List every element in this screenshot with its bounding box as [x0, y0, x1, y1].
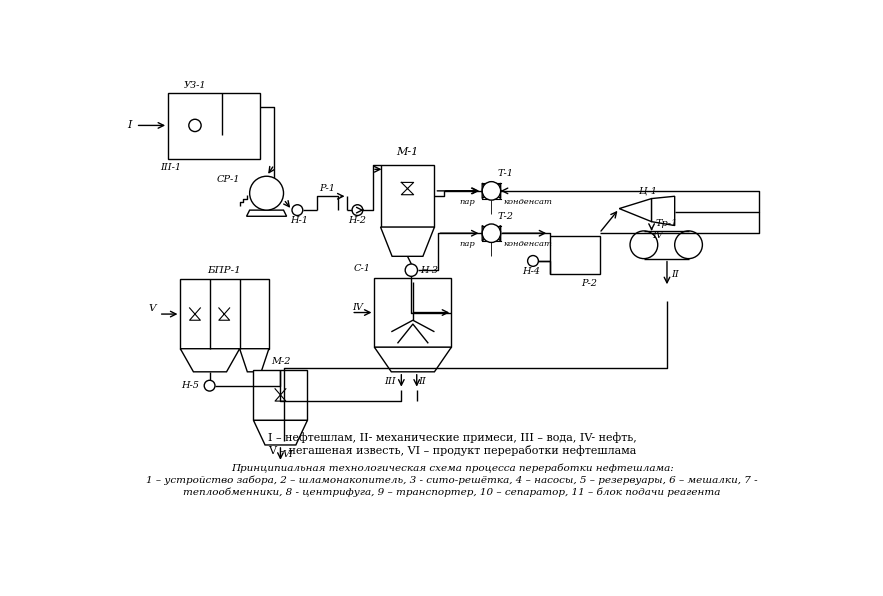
Text: III: III: [384, 377, 396, 386]
Text: конденсат: конденсат: [504, 240, 553, 248]
Text: Тр-1: Тр-1: [656, 219, 678, 228]
Polygon shape: [482, 225, 492, 241]
Bar: [374, 278, 451, 347]
Polygon shape: [381, 227, 434, 256]
Text: М-1: М-1: [396, 147, 419, 157]
Text: Принципиальная технологическая схема процесса переработки нефтешлама:: Принципиальная технологическая схема про…: [230, 463, 674, 473]
Text: I: I: [127, 120, 132, 131]
Circle shape: [189, 119, 201, 132]
Text: Н-2: Н-2: [349, 216, 366, 225]
Text: пар: пар: [459, 240, 475, 248]
Text: 1 – устройство забора, 2 – шламонакопитель, 3 - сито-решётка, 4 – насосы, 5 – ре: 1 – устройство забора, 2 – шламонакопите…: [147, 476, 758, 485]
Text: Н-3: Н-3: [420, 266, 439, 275]
Text: II: II: [671, 269, 678, 278]
Text: теплообменники, 8 - центрифуга, 9 – транспортер, 10 – сепаратор, 11 – блок подач: теплообменники, 8 - центрифуга, 9 – тран…: [184, 488, 721, 498]
Text: VI: VI: [283, 451, 293, 460]
Text: УЗ-1: УЗ-1: [184, 81, 207, 90]
Text: Ц-1: Ц-1: [638, 187, 657, 195]
Text: пар: пар: [459, 198, 475, 206]
Polygon shape: [492, 225, 501, 241]
Polygon shape: [482, 183, 492, 198]
Bar: [381, 166, 434, 227]
Circle shape: [352, 205, 363, 216]
Text: II: II: [419, 377, 426, 386]
Text: СР-1: СР-1: [216, 175, 239, 184]
Bar: [168, 93, 260, 159]
Text: М-2: М-2: [271, 356, 291, 365]
Text: V: V: [149, 304, 156, 313]
Polygon shape: [253, 420, 307, 445]
Text: Н-1: Н-1: [290, 216, 308, 225]
Bar: [253, 370, 307, 420]
Text: Т-1: Т-1: [498, 169, 514, 178]
Circle shape: [528, 256, 539, 266]
Circle shape: [405, 264, 418, 277]
Circle shape: [250, 176, 283, 210]
Text: IV: IV: [653, 231, 663, 240]
Bar: [180, 280, 269, 349]
Circle shape: [675, 231, 702, 259]
Polygon shape: [492, 183, 501, 198]
Text: С-1: С-1: [353, 264, 371, 273]
Text: конденсат: конденсат: [504, 198, 553, 206]
Text: I – нефтешлам, II- механические примеси, III – вода, IV- нефть,: I – нефтешлам, II- механические примеси,…: [268, 432, 637, 443]
Polygon shape: [374, 347, 451, 372]
Text: ІІІ-1: ІІІ-1: [161, 163, 181, 172]
Text: Р-2: Р-2: [581, 279, 597, 288]
Circle shape: [482, 224, 501, 243]
Text: Т-2: Т-2: [498, 212, 514, 221]
Polygon shape: [246, 210, 287, 216]
Polygon shape: [180, 349, 239, 372]
Polygon shape: [239, 349, 269, 372]
Circle shape: [630, 231, 658, 259]
Text: БПР-1: БПР-1: [208, 266, 241, 275]
Text: IV: IV: [352, 303, 363, 312]
Text: Н-4: Н-4: [523, 267, 540, 276]
Bar: [550, 235, 600, 274]
Circle shape: [292, 205, 303, 216]
Text: Р-1: Р-1: [320, 184, 336, 193]
Text: Н-5: Н-5: [181, 381, 199, 390]
Text: V – негашеная известь, VI – продукт переработки нефтешлама: V – негашеная известь, VI – продукт пере…: [268, 445, 637, 456]
Polygon shape: [652, 196, 675, 225]
Polygon shape: [619, 198, 652, 222]
Circle shape: [204, 380, 215, 391]
Circle shape: [482, 182, 501, 200]
